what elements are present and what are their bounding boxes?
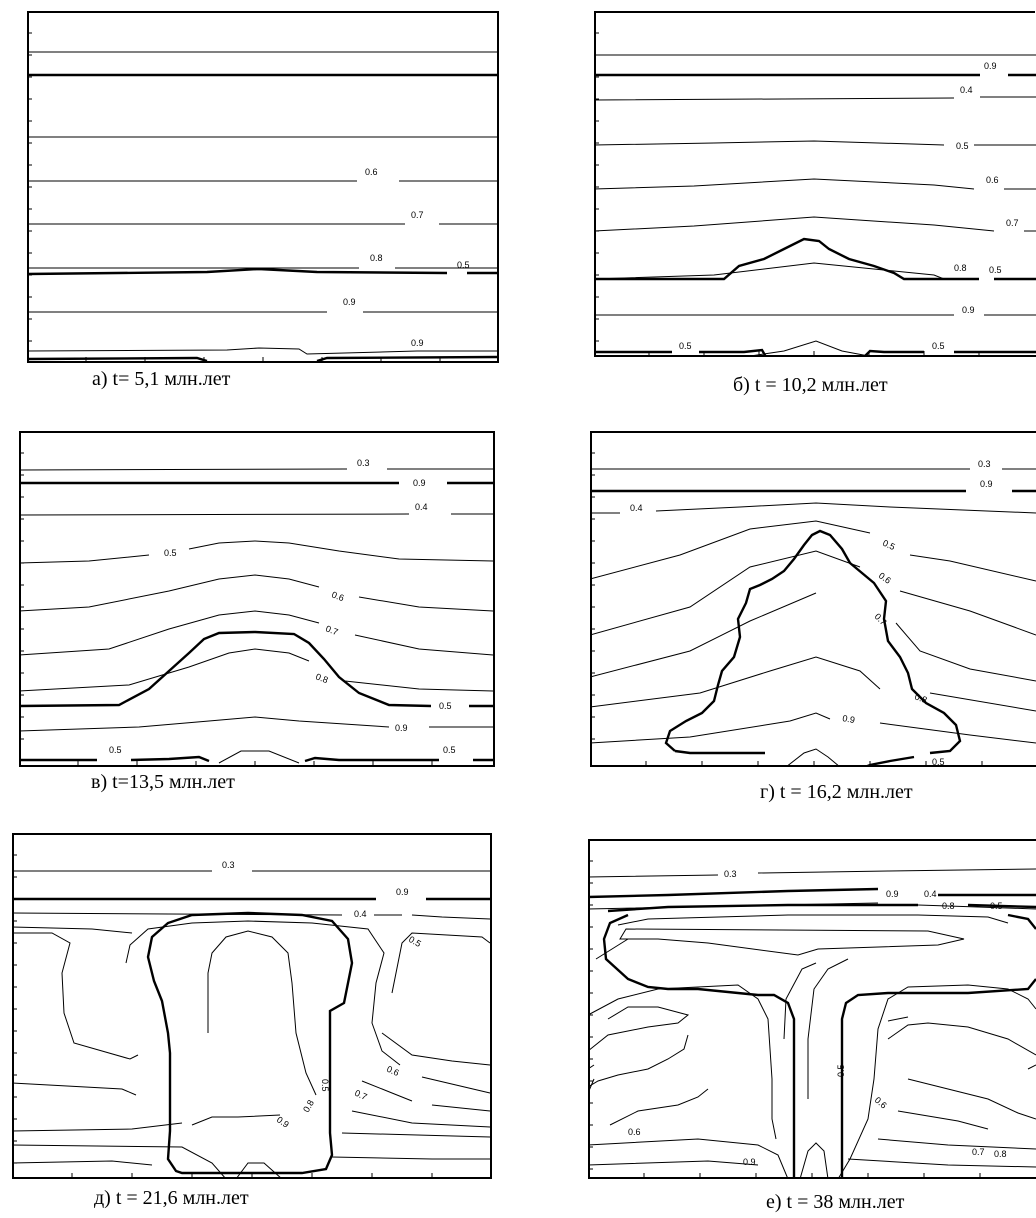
contour-plot-g: 0.3 0.9 0.4 0.5 0.6 0.7 0.8 0.9 0.5 bbox=[590, 431, 1036, 767]
contour-label: 0.3 bbox=[357, 458, 370, 468]
contour-label: 0.9 bbox=[886, 889, 899, 899]
caption-g: г) t = 16,2 млн.лет bbox=[760, 781, 913, 803]
contour-plot-e: 0.3 0.9 0.4 0.8 0.5 0.5 0.6 0.6 0.7 0.8 … bbox=[588, 839, 1036, 1179]
contour-label: 0.6 bbox=[385, 1064, 401, 1078]
contour-label: 0.5 bbox=[320, 1079, 330, 1092]
contour-label: 0.3 bbox=[978, 459, 991, 469]
contour-label: 0.4 bbox=[354, 909, 367, 919]
contour-label: 0.9 bbox=[413, 478, 426, 488]
contour-label: 0.4 bbox=[924, 889, 937, 899]
contour-plot-v: 0.3 0.9 0.4 0.5 0.6 0.7 0.8 0.5 0.9 0.5 … bbox=[19, 431, 495, 767]
contour-label: 0.7 bbox=[353, 1088, 369, 1102]
contour-label: 0.6 bbox=[330, 589, 345, 603]
contour-label: 0.5 bbox=[956, 141, 969, 151]
contour-label: 0.7 bbox=[411, 210, 424, 220]
contour-label: 0.5 bbox=[932, 341, 945, 351]
contour-label: 0.7 bbox=[1006, 218, 1019, 228]
contour-label: 0.4 bbox=[630, 503, 643, 513]
contour-label: 0.7 bbox=[324, 623, 339, 637]
contour-label: 0.8 bbox=[913, 691, 928, 705]
contour-label: 0.6 bbox=[628, 1127, 641, 1137]
contour-label: 0.3 bbox=[222, 860, 235, 870]
panel-b: 0.9 0.4 0.5 0.6 0.7 0.8 0.5 0.9 0.5 0.5 bbox=[594, 11, 1036, 357]
contour-label: 0.8 bbox=[954, 263, 967, 273]
caption-d: д) t = 21,6 млн.лет bbox=[94, 1187, 249, 1209]
contour-label: 0.6 bbox=[877, 570, 893, 585]
contour-label: 0.5 bbox=[989, 265, 1002, 275]
contour-label: 0.9 bbox=[395, 723, 408, 733]
contour-label: 0.9 bbox=[980, 479, 993, 489]
contour-label: 0.6 bbox=[873, 1095, 889, 1111]
contour-label: 0.5 bbox=[439, 701, 452, 711]
contour-label: 0.9 bbox=[962, 305, 975, 315]
contour-label: 0.3 bbox=[724, 869, 737, 879]
contour-label: 0.4 bbox=[960, 85, 973, 95]
caption-e: е) t = 38 млн.лет bbox=[766, 1191, 905, 1213]
caption-v: в) t=13,5 млн.лет bbox=[91, 771, 235, 793]
contour-label: 0.5 bbox=[164, 548, 177, 558]
contour-label: 0.4 bbox=[415, 502, 428, 512]
contour-plot-b: 0.9 0.4 0.5 0.6 0.7 0.8 0.5 0.9 0.5 0.5 bbox=[594, 11, 1036, 357]
contour-label: 0.6 bbox=[365, 167, 378, 177]
contour-label: 0.8 bbox=[314, 671, 329, 685]
panel-g: 0.3 0.9 0.4 0.5 0.6 0.7 0.8 0.9 0.5 bbox=[590, 431, 1036, 767]
contour-label: 0.5 bbox=[932, 757, 945, 767]
contour-label: 0.5 bbox=[990, 901, 1003, 911]
contour-label: 0.5 bbox=[109, 745, 122, 755]
panel-e: 0.3 0.9 0.4 0.8 0.5 0.5 0.6 0.6 0.7 0.8 … bbox=[588, 839, 1036, 1179]
contour-label: 0.8 bbox=[370, 253, 383, 263]
contour-label: 0.9 bbox=[411, 338, 424, 348]
contour-label: 0.5 bbox=[679, 341, 692, 351]
contour-label: 0.8 bbox=[994, 1149, 1007, 1159]
contour-label: 0.8 bbox=[942, 901, 955, 911]
contour-label: 0.9 bbox=[984, 61, 997, 71]
panel-a: 0.6 0.7 0.8 0.5 0.9 0.9 bbox=[27, 11, 499, 363]
panel-v: 0.3 0.9 0.4 0.5 0.6 0.7 0.8 0.5 0.9 0.5 … bbox=[19, 431, 495, 767]
contour-label: 0.7 bbox=[972, 1147, 985, 1157]
caption-b: б) t = 10,2 млн.лет bbox=[733, 374, 888, 396]
contour-label: 0.9 bbox=[343, 297, 356, 307]
panel-d: 0.3 0.9 0.4 0.5 0.6 0.7 0.5 0.8 0.9 bbox=[12, 833, 492, 1179]
contour-label: 0.5 bbox=[881, 538, 897, 552]
contour-label: 0.5 bbox=[457, 260, 470, 270]
caption-a: а) t= 5,1 млн.лет bbox=[92, 368, 231, 390]
contour-label: 0.8 bbox=[301, 1098, 316, 1114]
contour-label: 0.5 bbox=[443, 745, 456, 755]
contour-plot-d: 0.3 0.9 0.4 0.5 0.6 0.7 0.5 0.8 0.9 bbox=[12, 833, 492, 1179]
contour-label: 0.9 bbox=[743, 1157, 756, 1167]
contour-label: 0.6 bbox=[986, 175, 999, 185]
contour-plot-a: 0.6 0.7 0.8 0.5 0.9 0.9 bbox=[27, 11, 499, 363]
contour-label: 0.9 bbox=[275, 1114, 291, 1129]
contour-label: 0.9 bbox=[842, 713, 856, 725]
contour-label: 0.9 bbox=[396, 887, 409, 897]
contour-label: 0.5 bbox=[836, 1064, 846, 1077]
